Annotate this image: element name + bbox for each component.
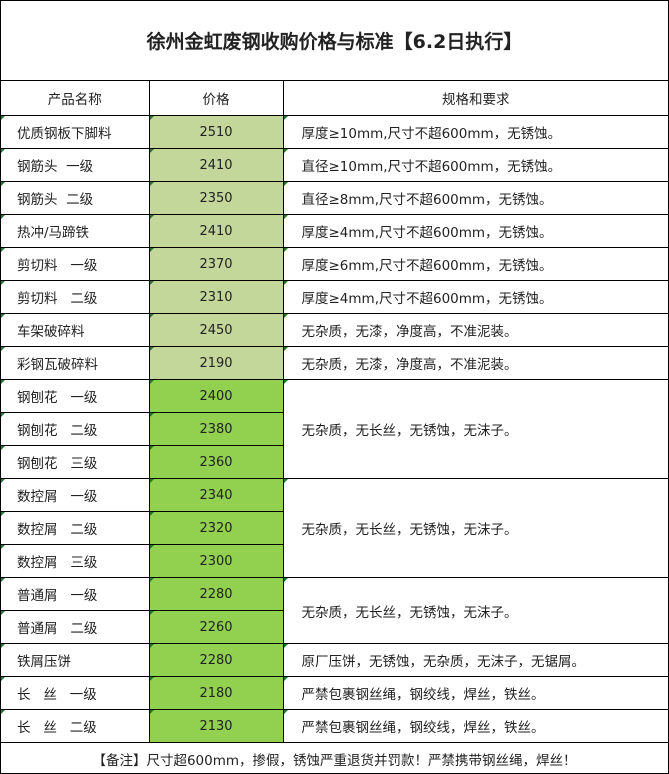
price-table: 产品名称 价格 规格和要求 优质钢板下脚料 2510 厚度≥10mm,尺寸不超600… bbox=[1, 81, 668, 743]
table-row: 热冲/马蹄铁 2410 厚度≥4mm,尺寸不超600mm，无锈蚀。 bbox=[1, 214, 668, 248]
price-cell[interactable]: 2320 bbox=[148, 511, 283, 545]
spec-cell[interactable]: 严禁包裹钢丝绳，钢绞线，焊丝，铁丝。 bbox=[282, 676, 668, 710]
table-row: 钢筋头 一级 2410 直径≥10mm,尺寸不超600mm，无锈蚀。 bbox=[1, 148, 668, 182]
price-cell[interactable]: 2450 bbox=[148, 313, 284, 347]
product-name-cell[interactable]: 热冲/马蹄铁 bbox=[1, 214, 150, 248]
product-name-cell[interactable]: 钢刨花 一级 bbox=[1, 379, 150, 413]
header-row: 产品名称 价格 规格和要求 bbox=[1, 81, 668, 116]
product-name-cell[interactable]: 数控屑 二级 bbox=[1, 511, 150, 545]
header-price: 价格 bbox=[148, 81, 284, 116]
product-name-cell[interactable]: 优质钢板下脚料 bbox=[1, 115, 150, 149]
table-row: 长 丝 一级 2180 严禁包裹钢丝绳，钢绞线，焊丝，铁丝。 bbox=[1, 676, 668, 710]
spec-cell[interactable]: 厚度≥4mm,尺寸不超600mm，无锈蚀。 bbox=[282, 280, 668, 314]
price-cell[interactable]: 2360 bbox=[148, 445, 283, 479]
table-row: 钢刨花 一级 2400 无杂质，无长丝，无锈蚀，无沫子。 bbox=[1, 379, 668, 479]
price-cell[interactable]: 2370 bbox=[148, 247, 284, 281]
header-product-name: 产品名称 bbox=[1, 81, 150, 116]
product-name-cell[interactable]: 数控屑 三级 bbox=[1, 544, 150, 578]
table-row: 彩钢瓦破碎料 2190 无杂质，无漆，净度高，不准泥装。 bbox=[1, 346, 668, 380]
product-name-cell[interactable]: 剪切料 二级 bbox=[1, 280, 150, 314]
product-name-cell[interactable]: 钢筋头 二级 bbox=[1, 181, 150, 215]
price-cell[interactable]: 2350 bbox=[148, 181, 284, 215]
price-cell[interactable]: 2410 bbox=[148, 214, 284, 248]
spec-cell[interactable]: 直径≥10mm,尺寸不超600mm，无锈蚀。 bbox=[282, 148, 668, 182]
product-name-cell[interactable]: 普通屑 一级 bbox=[1, 577, 150, 611]
spec-cell[interactable]: 无杂质，无长丝，无锈蚀，无沫子。 bbox=[282, 478, 668, 578]
spec-cell[interactable]: 严禁包裹钢丝绳，钢绞线，焊丝，铁丝。 bbox=[282, 709, 668, 743]
footer-note: 【备注】尺寸超600mm，掺假，锈蚀严重退货并罚款！严禁携带钢丝绳，焊丝！ bbox=[92, 752, 577, 769]
spec-cell[interactable]: 无杂质，无漆，净度高，不准泥装。 bbox=[282, 313, 668, 347]
spec-cell[interactable]: 厚度≥10mm,尺寸不超600mm，无锈蚀。 bbox=[282, 115, 668, 149]
table-row: 车架破碎料 2450 无杂质，无漆，净度高，不准泥装。 bbox=[1, 313, 668, 347]
price-cell[interactable]: 2510 bbox=[148, 115, 284, 149]
price-cell[interactable]: 2260 bbox=[148, 610, 283, 644]
product-name-cell[interactable]: 车架破碎料 bbox=[1, 313, 150, 347]
spec-cell[interactable]: 直径≥8mm,尺寸不超600mm，无锈蚀。 bbox=[282, 181, 668, 215]
product-name-cell[interactable]: 钢刨花 二级 bbox=[1, 412, 150, 446]
price-cell[interactable]: 2130 bbox=[148, 709, 284, 743]
product-name-cell[interactable]: 钢刨花 三级 bbox=[1, 445, 150, 479]
table-row: 数控屑 一级 2340 无杂质，无长丝，无锈蚀，无沫子。 bbox=[1, 478, 668, 578]
price-cell[interactable]: 2280 bbox=[148, 643, 284, 677]
product-name-cell[interactable]: 普通屑 二级 bbox=[1, 610, 150, 644]
table-row: 剪切料 二级 2310 厚度≥4mm,尺寸不超600mm，无锈蚀。 bbox=[1, 280, 668, 314]
price-cell[interactable]: 2340 bbox=[148, 478, 284, 512]
table-row: 钢筋头 二级 2350 直径≥8mm,尺寸不超600mm，无锈蚀。 bbox=[1, 181, 668, 215]
spec-cell[interactable]: 无杂质，无长丝，无锈蚀，无沫子。 bbox=[282, 577, 668, 644]
product-name-cell[interactable]: 长 丝 二级 bbox=[1, 709, 150, 743]
table-row: 普通屑 一级 2280 无杂质，无长丝，无锈蚀，无沫子。 bbox=[1, 577, 668, 644]
price-cell[interactable]: 2380 bbox=[148, 412, 283, 446]
product-name-cell[interactable]: 彩钢瓦破碎料 bbox=[1, 346, 150, 380]
table-row: 优质钢板下脚料 2510 厚度≥10mm,尺寸不超600mm，无锈蚀。 bbox=[1, 115, 668, 149]
spec-cell[interactable]: 厚度≥4mm,尺寸不超600mm，无锈蚀。 bbox=[282, 214, 668, 248]
price-cell[interactable]: 2410 bbox=[148, 148, 284, 182]
price-cell[interactable]: 2300 bbox=[148, 544, 283, 578]
product-name-cell[interactable]: 长 丝 一级 bbox=[1, 676, 150, 710]
price-cell[interactable]: 2180 bbox=[148, 676, 284, 710]
spec-cell[interactable]: 无杂质，无长丝，无锈蚀，无沫子。 bbox=[282, 379, 668, 479]
product-name-cell[interactable]: 剪切料 一级 bbox=[1, 247, 150, 281]
header-spec: 规格和要求 bbox=[282, 81, 668, 116]
table-row: 长 丝 二级 2130 严禁包裹钢丝绳，钢绞线，焊丝，铁丝。 bbox=[1, 709, 668, 743]
product-name-cell[interactable]: 铁屑压饼 bbox=[1, 643, 150, 677]
spec-cell[interactable]: 无杂质，无漆，净度高，不准泥装。 bbox=[282, 346, 668, 380]
price-cell[interactable]: 2190 bbox=[148, 346, 284, 380]
spec-cell[interactable]: 厚度≥6mm,尺寸不超600mm，无锈蚀。 bbox=[282, 247, 668, 281]
spec-cell[interactable]: 原厂压饼，无锈蚀，无杂质，无沫子，无锯屑。 bbox=[282, 643, 668, 677]
table-row: 数控屑 二级 2320 bbox=[1, 511, 668, 545]
page-title: 徐州金虹废钢收购价格与标准【6.2日执行】 bbox=[1, 1, 668, 81]
price-cell[interactable]: 2310 bbox=[148, 280, 284, 314]
price-cell[interactable]: 2400 bbox=[148, 379, 284, 413]
product-name-cell[interactable]: 钢筋头 一级 bbox=[1, 148, 150, 182]
product-name-cell[interactable]: 数控屑 一级 bbox=[1, 478, 150, 512]
table-row: 普通屑 二级 2260 bbox=[1, 610, 668, 644]
table-row: 剪切料 一级 2370 厚度≥6mm,尺寸不超600mm，无锈蚀。 bbox=[1, 247, 668, 281]
price-cell[interactable]: 2280 bbox=[148, 577, 284, 611]
table-row: 数控屑 三级 2300 bbox=[1, 544, 668, 578]
table-row: 铁屑压饼 2280 原厂压饼，无锈蚀，无杂质，无沫子，无锯屑。 bbox=[1, 643, 668, 677]
